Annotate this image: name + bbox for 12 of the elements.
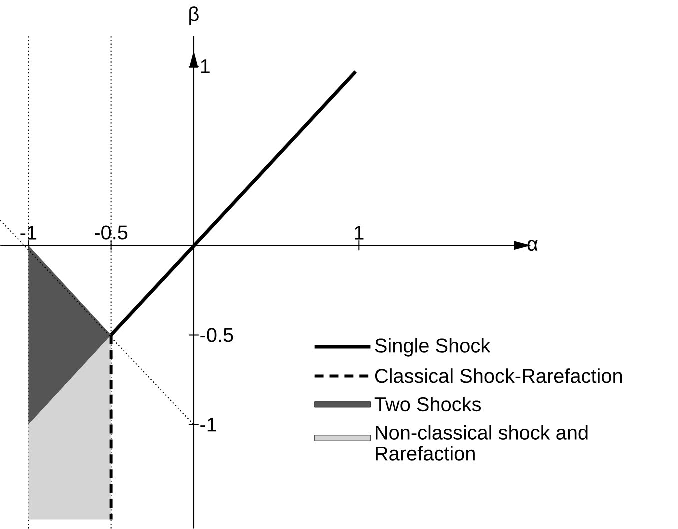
y-tick-label: -0.5	[200, 328, 234, 342]
y-tick-label: 1	[201, 59, 210, 74]
legend-label: Classical Shock-Rarefaction	[375, 368, 622, 384]
x-axis-title: α	[528, 240, 538, 251]
legend-label: Single Shock	[375, 338, 491, 357]
legend-label: Two Shocks	[374, 396, 482, 412]
y-axis-title: β	[190, 6, 199, 26]
x-tick-label: 1	[355, 226, 364, 240]
y-tick-label: -1	[200, 418, 216, 432]
legend-label: Non-classical shock and Rarefaction	[376, 425, 588, 461]
x-tick-label: -1	[20, 226, 37, 240]
x-tick-label: -0.5	[95, 226, 128, 240]
